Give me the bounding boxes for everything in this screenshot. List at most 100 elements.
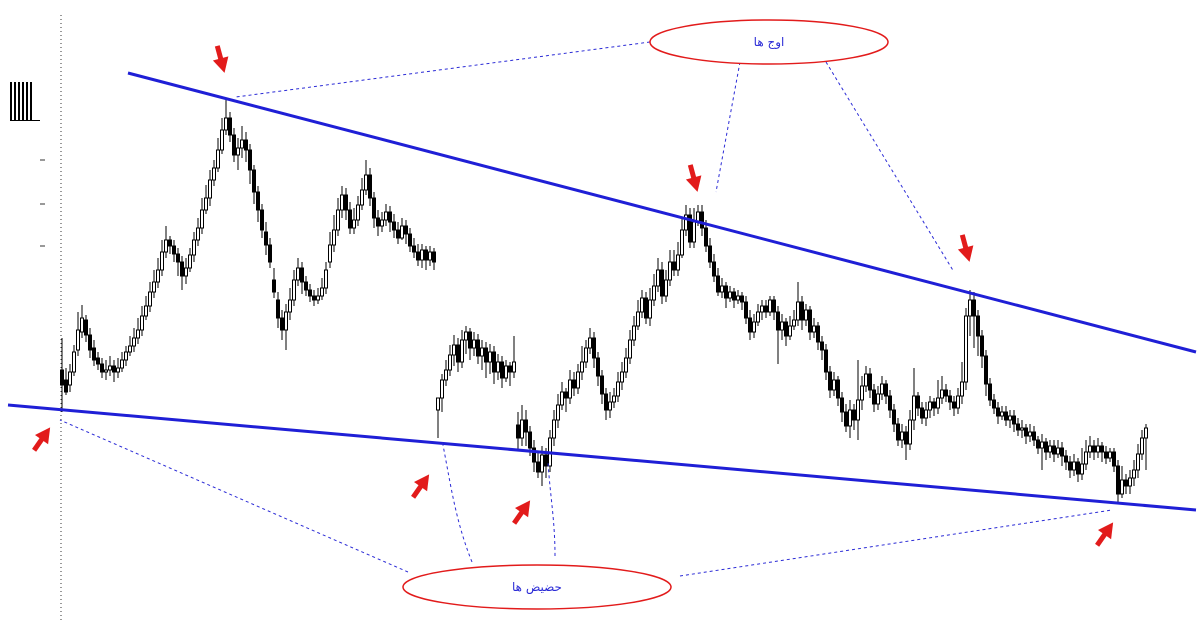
candle bbox=[496, 354, 500, 380]
candle-body bbox=[584, 347, 588, 363]
candle-body bbox=[708, 245, 712, 263]
candle-body bbox=[180, 261, 184, 277]
candle-body bbox=[284, 311, 288, 331]
candle bbox=[168, 236, 172, 254]
candle-body bbox=[528, 431, 532, 449]
candle-body bbox=[392, 221, 396, 231]
candle-body bbox=[176, 253, 180, 263]
candle-body bbox=[892, 409, 896, 425]
candle-body bbox=[1012, 415, 1016, 425]
candle bbox=[1028, 424, 1032, 442]
candle-body bbox=[136, 329, 140, 339]
candle bbox=[308, 284, 312, 302]
candle-body bbox=[564, 391, 568, 399]
candle-body bbox=[276, 299, 280, 319]
candle bbox=[228, 112, 232, 142]
candle bbox=[344, 188, 348, 220]
candle bbox=[1000, 406, 1004, 420]
candle bbox=[852, 404, 856, 430]
candle-body bbox=[1124, 479, 1128, 487]
candle bbox=[992, 394, 996, 414]
candle-body bbox=[1096, 445, 1100, 453]
candle bbox=[896, 418, 900, 446]
candle bbox=[1072, 454, 1076, 476]
candle bbox=[800, 296, 804, 330]
candle bbox=[1128, 470, 1132, 494]
candle-body bbox=[744, 301, 748, 319]
lower-trendline bbox=[7, 403, 1197, 512]
candle-body bbox=[484, 347, 488, 363]
candle-body bbox=[412, 245, 416, 253]
candle bbox=[176, 248, 180, 276]
candle-body bbox=[1032, 431, 1036, 441]
candle-body bbox=[1060, 447, 1064, 457]
candle-body bbox=[348, 209, 352, 229]
candle bbox=[188, 248, 192, 272]
candle bbox=[840, 392, 844, 422]
candle-body bbox=[156, 269, 160, 283]
candle-body bbox=[68, 371, 72, 386]
candle-body bbox=[76, 329, 80, 351]
candle-body bbox=[1068, 461, 1072, 471]
candle-body bbox=[212, 167, 216, 181]
candle bbox=[700, 205, 704, 236]
candle bbox=[768, 296, 772, 316]
candle-body bbox=[508, 365, 512, 373]
candle-body bbox=[204, 197, 208, 211]
candle-body bbox=[104, 369, 108, 373]
candle bbox=[828, 366, 832, 398]
candle-body bbox=[928, 401, 932, 411]
candle bbox=[244, 132, 248, 162]
candle bbox=[272, 268, 276, 298]
candle bbox=[324, 262, 328, 294]
candle-body bbox=[924, 409, 928, 419]
candle bbox=[980, 330, 984, 368]
candle bbox=[820, 336, 824, 360]
candle-body bbox=[536, 461, 540, 473]
candle bbox=[1036, 436, 1040, 454]
candle-body bbox=[808, 309, 812, 333]
candle bbox=[924, 402, 928, 426]
candle-body bbox=[764, 305, 768, 313]
candle bbox=[684, 205, 688, 236]
candle-body bbox=[264, 231, 268, 246]
candle bbox=[236, 138, 240, 170]
candle-body bbox=[488, 351, 492, 363]
candle-body bbox=[904, 431, 908, 445]
candle-body bbox=[1036, 439, 1040, 449]
candle-body bbox=[720, 285, 724, 293]
candle bbox=[804, 304, 808, 326]
candle-body bbox=[592, 337, 596, 359]
candle-body bbox=[416, 251, 420, 261]
candle-body bbox=[480, 347, 484, 357]
candle bbox=[84, 315, 88, 342]
candle bbox=[304, 276, 308, 296]
candle bbox=[92, 340, 96, 366]
candle-body bbox=[476, 339, 480, 357]
candle bbox=[240, 126, 244, 158]
candle-body bbox=[860, 385, 864, 401]
candle bbox=[960, 362, 964, 404]
candle-body bbox=[60, 369, 64, 386]
candle-body bbox=[680, 229, 684, 256]
candle bbox=[864, 366, 868, 392]
candle bbox=[808, 306, 812, 340]
candle bbox=[548, 430, 552, 472]
candle-body bbox=[380, 219, 384, 227]
candle bbox=[536, 452, 540, 478]
candle-body bbox=[64, 379, 68, 393]
candle bbox=[316, 288, 320, 304]
candle bbox=[340, 186, 344, 218]
candle-body bbox=[200, 209, 204, 229]
candle bbox=[216, 138, 220, 172]
candle bbox=[876, 386, 880, 410]
candle-body bbox=[820, 341, 824, 351]
candle-body bbox=[984, 355, 988, 385]
candle bbox=[1096, 438, 1100, 458]
candle bbox=[1108, 448, 1112, 462]
peaks-text: اوج ها bbox=[754, 35, 785, 50]
candle-body bbox=[100, 363, 104, 373]
candle-body bbox=[1100, 445, 1104, 453]
candle bbox=[404, 220, 408, 244]
